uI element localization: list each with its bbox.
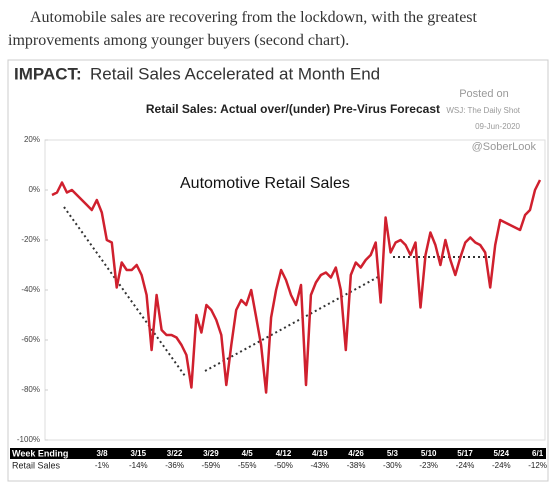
annotation: Automotive Retail Sales (180, 175, 350, 192)
chart-subtitle: Retail Sales: Actual over/(under) Pre-Vi… (146, 102, 440, 116)
handle: @SoberLook (472, 141, 537, 153)
chart-title: Retail Sales Accelerated at Month End (90, 64, 380, 83)
week-label: 5/10 (421, 449, 437, 458)
week-label: 4/19 (312, 449, 328, 458)
table-header-bg (10, 448, 546, 459)
week-label: 4/12 (276, 449, 292, 458)
intro-text: Automobile sales are recovering from the… (8, 9, 477, 49)
week-label: 3/29 (203, 449, 219, 458)
sales-label: -14% (129, 461, 148, 470)
chart-title-label: IMPACT: (14, 64, 82, 83)
sales-label: -36% (165, 461, 184, 470)
week-label: 3/8 (96, 449, 108, 458)
y-tick-label: -80% (21, 385, 40, 394)
y-tick-label: -20% (21, 235, 40, 244)
table-row-label: Week Ending (12, 448, 68, 458)
week-label: 5/3 (387, 449, 399, 458)
sales-label: -55% (238, 461, 257, 470)
sales-label: -30% (383, 461, 402, 470)
week-label: 5/17 (457, 449, 473, 458)
series-line (51, 179, 542, 394)
sales-label: -12% (528, 461, 547, 470)
y-tick-label: 0% (28, 185, 40, 194)
sales-label: -23% (419, 461, 438, 470)
table-row-label: Retail Sales (12, 460, 61, 470)
sales-label: -1% (95, 461, 109, 470)
week-label: 3/15 (131, 449, 147, 458)
y-tick-label: -100% (17, 435, 40, 444)
week-label: 5/24 (494, 449, 510, 458)
week-label: 4/26 (348, 449, 364, 458)
source-line: WSJ: The Daily Shot (446, 106, 520, 115)
y-tick-label: -40% (21, 285, 40, 294)
sales-label: -43% (310, 461, 329, 470)
sales-label: -24% (456, 461, 475, 470)
sales-label: -50% (274, 461, 293, 470)
chart-frame (7, 59, 549, 482)
week-label: 6/1 (532, 449, 544, 458)
y-tick-label: 20% (24, 135, 40, 144)
sales-label: -59% (202, 461, 221, 470)
source-line: 09-Jun-2020 (475, 122, 520, 131)
week-label: 3/22 (167, 449, 183, 458)
sales-label: -38% (347, 461, 366, 470)
week-label: 4/5 (242, 449, 254, 458)
y-tick-label: -60% (21, 335, 40, 344)
source-line: Posted on (459, 88, 509, 100)
sales-label: -24% (492, 461, 511, 470)
